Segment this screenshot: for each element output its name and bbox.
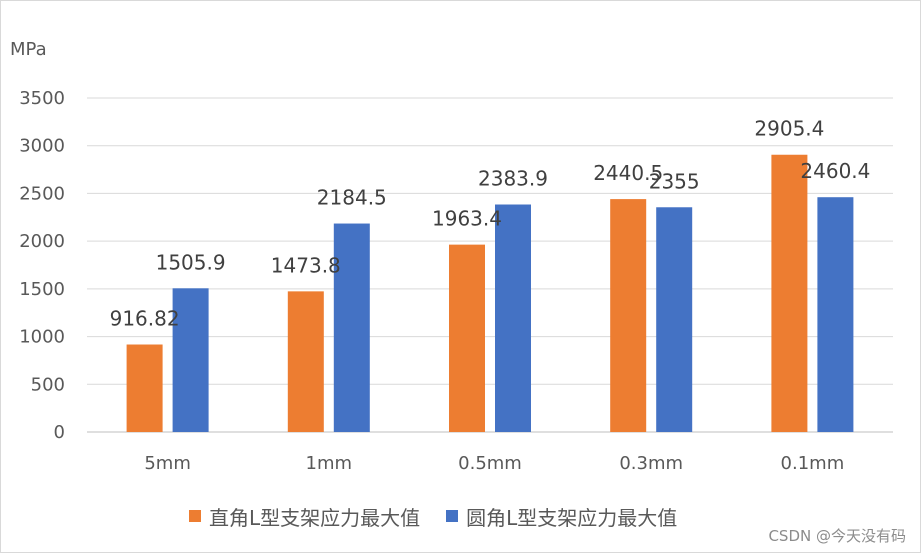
data-label: 2905.4 xyxy=(754,117,824,141)
data-labels: 916.82 1505.9 1473.8 2184.5 1963.4 2383.9 2440… xyxy=(110,117,871,331)
y-tick-label: 2500 xyxy=(19,183,65,204)
y-axis-ticks: 0 500 1000 1500 2000 2500 3000 3500 xyxy=(19,88,65,443)
data-label: 2383.9 xyxy=(478,167,548,191)
legend-swatch-orange xyxy=(189,510,201,522)
data-label: 2355 xyxy=(649,169,700,193)
x-axis-categories: 5mm 1mm 0.5mm 0.3mm 0.1mm xyxy=(144,453,844,474)
data-label: 2440.5 xyxy=(593,161,663,185)
x-category-label: 5mm xyxy=(144,453,191,474)
data-label: 1473.8 xyxy=(271,253,341,277)
legend-item-series-2: 圆角L型支架应力最大值 xyxy=(446,502,677,531)
x-category-label: 0.1mm xyxy=(781,453,845,474)
legend-label: 圆角L型支架应力最大值 xyxy=(466,505,678,530)
data-label: 1963.4 xyxy=(432,207,502,231)
y-tick-label: 3500 xyxy=(19,88,65,109)
bar-right-angle-5mm xyxy=(126,344,163,432)
bar-right-angle-1mm xyxy=(287,291,324,432)
bar-rounded-5mm xyxy=(172,288,209,432)
bars xyxy=(126,154,854,432)
gridlines xyxy=(87,97,893,433)
data-label: 2184.5 xyxy=(317,186,387,210)
y-axis-unit-label: MPa xyxy=(10,39,47,60)
bar-right-angle-0.3mm xyxy=(610,199,647,432)
bar-rounded-0.5mm xyxy=(495,204,531,432)
y-tick-label: 1500 xyxy=(19,279,65,300)
bar-right-angle-0.1mm xyxy=(771,154,808,432)
y-tick-label: 2000 xyxy=(19,231,65,252)
y-tick-label: 0 xyxy=(54,422,65,443)
x-category-label: 0.5mm xyxy=(458,453,522,474)
data-label: 1505.9 xyxy=(156,250,226,274)
bar-rounded-0.1mm xyxy=(817,197,854,432)
data-label: 916.82 xyxy=(110,307,180,331)
bar-rounded-1mm xyxy=(333,223,370,432)
watermark: CSDN @今天没有码 xyxy=(768,527,906,545)
y-tick-label: 3000 xyxy=(19,136,65,157)
bar-right-angle-0.5mm xyxy=(449,244,485,432)
legend-swatch-blue xyxy=(446,510,459,522)
y-tick-label: 1000 xyxy=(19,327,65,348)
x-category-label: 1mm xyxy=(306,453,353,474)
legend-item-series-1: 直角L型支架应力最大值 xyxy=(189,502,420,531)
bar-rounded-0.3mm xyxy=(656,207,693,432)
legend: 直角L型支架应力最大值 圆角L型支架应力最大值 xyxy=(189,501,677,531)
data-label: 2460.4 xyxy=(800,159,870,183)
legend-label: 直角L型支架应力最大值 xyxy=(209,505,421,530)
x-category-label: 0.3mm xyxy=(619,453,683,474)
y-tick-label: 500 xyxy=(31,374,65,395)
